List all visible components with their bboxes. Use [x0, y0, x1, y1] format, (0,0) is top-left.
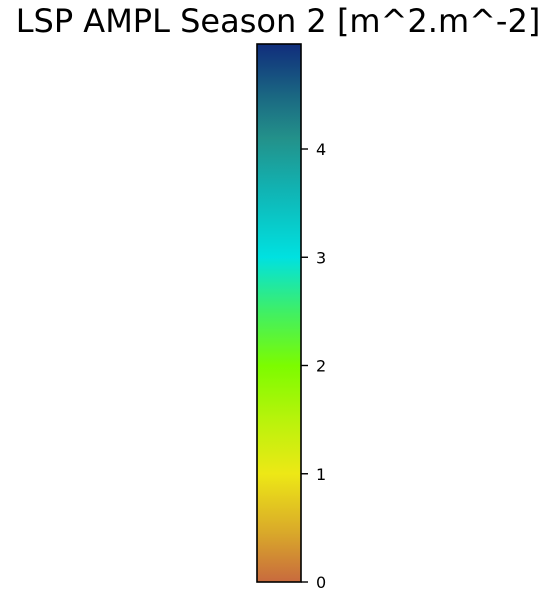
colorbar-tick-label: 1: [316, 465, 326, 484]
colorbar-tick-label: 2: [316, 357, 326, 376]
colorbar-frame: [256, 43, 302, 583]
colorbar-tick-label: 0: [316, 573, 326, 592]
chart-title: LSP AMPL Season 2 [m^2.m^-2]: [16, 2, 541, 40]
colorbar-ticks: 0 1 2 3 4: [301, 140, 326, 592]
colorbar-gradient: [257, 44, 301, 582]
colorbar-tick-label: 3: [316, 248, 326, 267]
colorbar-tick-label: 4: [316, 140, 326, 159]
